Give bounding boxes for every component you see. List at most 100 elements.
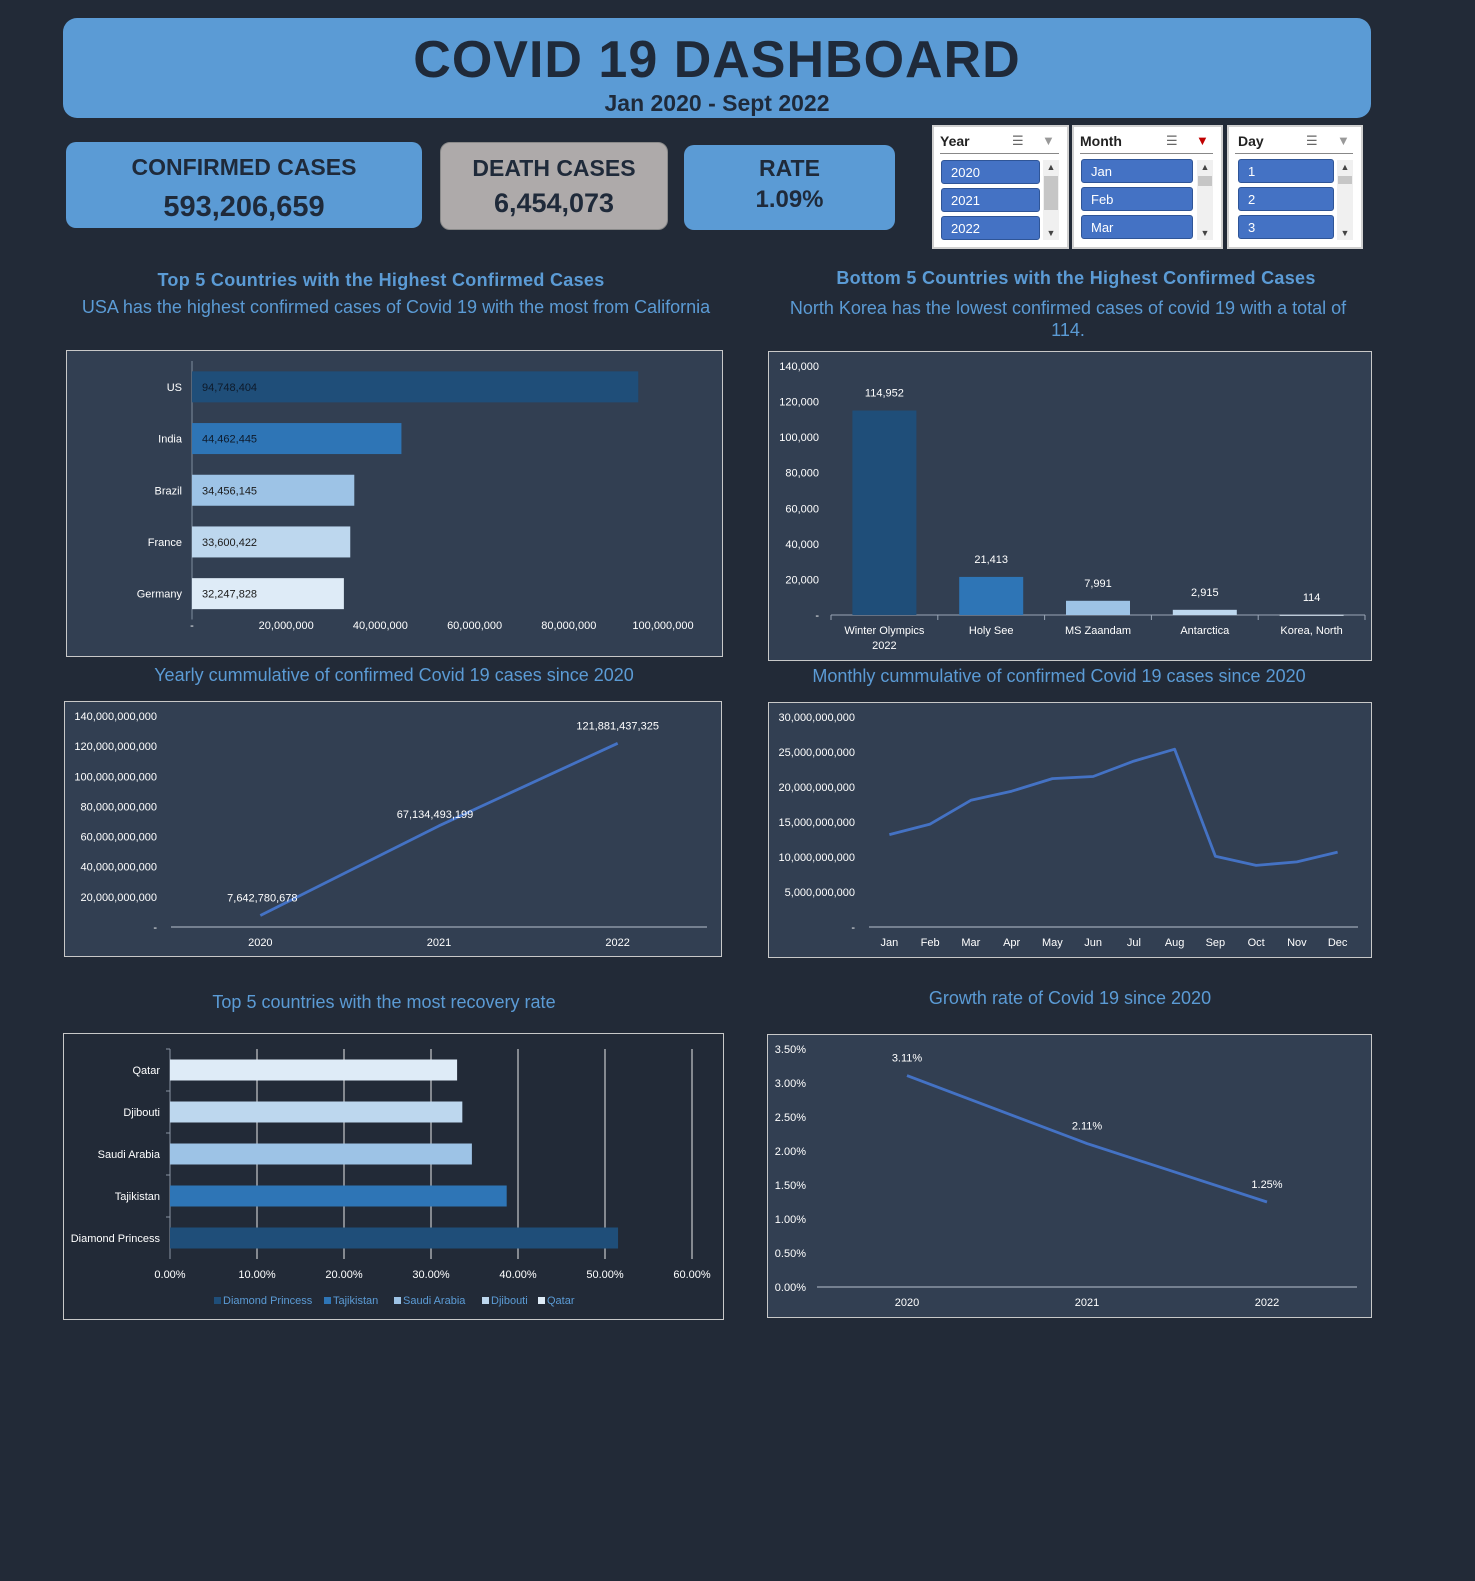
day-slicer-title: Day [1238, 133, 1264, 149]
data-label: 7,642,780,678 [227, 892, 297, 904]
bar [170, 1143, 472, 1165]
category-label: Antarctica [1180, 625, 1230, 637]
bottom5-title: Bottom 5 Countries with the Highest Conf… [836, 268, 1316, 288]
multi-select-icon[interactable]: ☰ [1012, 133, 1024, 148]
legend-swatch [538, 1297, 545, 1304]
legend-swatch [324, 1297, 331, 1304]
clear-filter-icon[interactable]: ▼ [1337, 133, 1350, 148]
bar [192, 526, 351, 558]
bottom5-subtitle: North Korea has the lowest confirmed cas… [768, 297, 1368, 341]
bar [192, 578, 344, 610]
slicer-divider [940, 153, 1059, 154]
x-tick-label: Mar [961, 937, 980, 949]
slicer-item-day[interactable]: 3 [1238, 215, 1334, 239]
slicer-scrollbar[interactable]: ▲ ▼ [1197, 160, 1213, 240]
scroll-thumb[interactable] [1338, 176, 1352, 184]
bar [170, 1101, 463, 1123]
data-label: 114,952 [865, 388, 904, 400]
bar [1279, 614, 1344, 616]
year-slicer[interactable]: Year ☰ ▼ 2020 2021 2022 ▲ ▼ [932, 125, 1069, 249]
y-tick-label: 0.00% [775, 1282, 806, 1294]
category-label: France [148, 537, 182, 549]
y-tick-label: 30,000,000,000 [779, 712, 855, 724]
y-tick-label: 1.00% [775, 1214, 806, 1226]
bottom5-chart-panel: - 20,000 40,000 60,000 80,000 100,000 120,000 1… [768, 351, 1372, 661]
data-label: 7,991 [1084, 578, 1112, 590]
slicer-item-year[interactable]: 2021 [941, 188, 1040, 212]
y-tick-label: 1.50% [775, 1180, 806, 1192]
multi-select-icon[interactable]: ☰ [1306, 133, 1318, 148]
y-tick-label: 60,000 [785, 503, 819, 515]
bar [170, 1059, 458, 1081]
slicer-item-month[interactable]: Mar [1081, 215, 1193, 239]
slicer-item-month[interactable]: Feb [1081, 187, 1193, 211]
multi-select-icon[interactable]: ☰ [1166, 133, 1178, 148]
bar [1066, 600, 1130, 615]
x-tick-label: 30.00% [412, 1269, 450, 1281]
y-tick-label: 5,000,000,000 [785, 887, 855, 899]
scroll-down-icon[interactable]: ▼ [1200, 228, 1210, 238]
x-tick-label: 2022 [1255, 1297, 1279, 1309]
top5-subtitle: USA has the highest confirmed cases of C… [81, 297, 711, 317]
slicer-item-day[interactable]: 2 [1238, 187, 1334, 211]
slicer-item-month[interactable]: Jan [1081, 159, 1193, 183]
data-label: 3.11% [892, 1053, 923, 1065]
y-tick-label: 10,000,000,000 [779, 852, 855, 864]
scroll-down-icon[interactable]: ▼ [1046, 228, 1056, 238]
confirmed-cases-label: CONFIRMED CASES [131, 154, 357, 180]
x-tick-label: Aug [1165, 937, 1185, 949]
clear-filter-icon[interactable]: ▼ [1042, 133, 1055, 148]
x-tick-label: Feb [921, 937, 940, 949]
category-label: India [158, 434, 183, 446]
data-label: 33,600,422 [202, 537, 257, 549]
slicer-item-day[interactable]: 1 [1238, 159, 1334, 183]
legend-swatch [394, 1297, 401, 1304]
confirmed-cases-card: CONFIRMED CASES 593,206,659 [66, 142, 422, 228]
slicer-divider [1080, 153, 1213, 154]
y-tick-label: 100,000 [779, 432, 819, 444]
data-label: 67,134,493,199 [397, 809, 473, 821]
scroll-thumb[interactable] [1198, 176, 1212, 186]
slicer-scrollbar[interactable]: ▲ ▼ [1043, 160, 1059, 240]
data-label: 94,748,404 [202, 382, 257, 394]
slicer-item-year[interactable]: 2022 [941, 216, 1040, 240]
death-cases-card: DEATH CASES 6,454,073 [440, 142, 668, 230]
dashboard-title: COVID 19 DASHBOARD [413, 31, 1021, 89]
x-tick-label: 2021 [1075, 1297, 1099, 1309]
scroll-up-icon[interactable]: ▲ [1200, 162, 1210, 172]
day-slicer[interactable]: Day ☰ ▼ 1 2 3 ▲ ▼ [1227, 125, 1363, 249]
x-tick-label: 2020 [895, 1297, 919, 1309]
x-tick-label: 20,000,000 [259, 620, 314, 632]
y-tick-label: - [153, 922, 157, 934]
y-tick-label: 80,000,000,000 [81, 801, 157, 813]
slicer-divider [1235, 153, 1353, 154]
y-tick-label: 40,000 [785, 539, 819, 551]
month-slicer-title: Month [1080, 133, 1122, 149]
y-tick-label: 100,000,000,000 [74, 771, 157, 783]
scroll-up-icon[interactable]: ▲ [1046, 162, 1056, 172]
bar [959, 576, 1024, 615]
growth-title: Growth rate of Covid 19 since 2020 [928, 988, 1212, 1008]
bar [192, 423, 402, 455]
year-slicer-title: Year [940, 133, 970, 149]
data-label: 2,915 [1191, 587, 1219, 599]
category-label: US [167, 382, 182, 394]
scroll-thumb[interactable] [1044, 176, 1058, 210]
scroll-down-icon[interactable]: ▼ [1340, 228, 1350, 238]
y-tick-label: - [815, 610, 819, 622]
slicer-item-year[interactable]: 2020 [941, 160, 1040, 184]
x-tick-label: 2022 [605, 937, 629, 949]
monthly-title: Monthly cummulative of confirmed Covid 1… [812, 666, 1306, 686]
scroll-up-icon[interactable]: ▲ [1340, 162, 1350, 172]
slicer-scrollbar[interactable]: ▲ ▼ [1337, 160, 1353, 240]
x-tick-label: Apr [1003, 937, 1020, 949]
clear-filter-icon[interactable]: ▼ [1196, 133, 1209, 148]
bottom5-chart: - 20,000 40,000 60,000 80,000 100,000 120,000 1… [779, 361, 1366, 652]
category-label: Holy See [969, 625, 1014, 637]
y-tick-label: 60,000,000,000 [81, 832, 157, 844]
legend-swatch [482, 1297, 489, 1304]
y-tick-label: 3.00% [775, 1078, 806, 1090]
month-slicer[interactable]: Month ☰ ▼ Jan Feb Mar ▲ ▼ [1072, 125, 1223, 249]
x-tick-label: Nov [1287, 937, 1307, 949]
y-tick-label: 15,000,000,000 [779, 817, 855, 829]
